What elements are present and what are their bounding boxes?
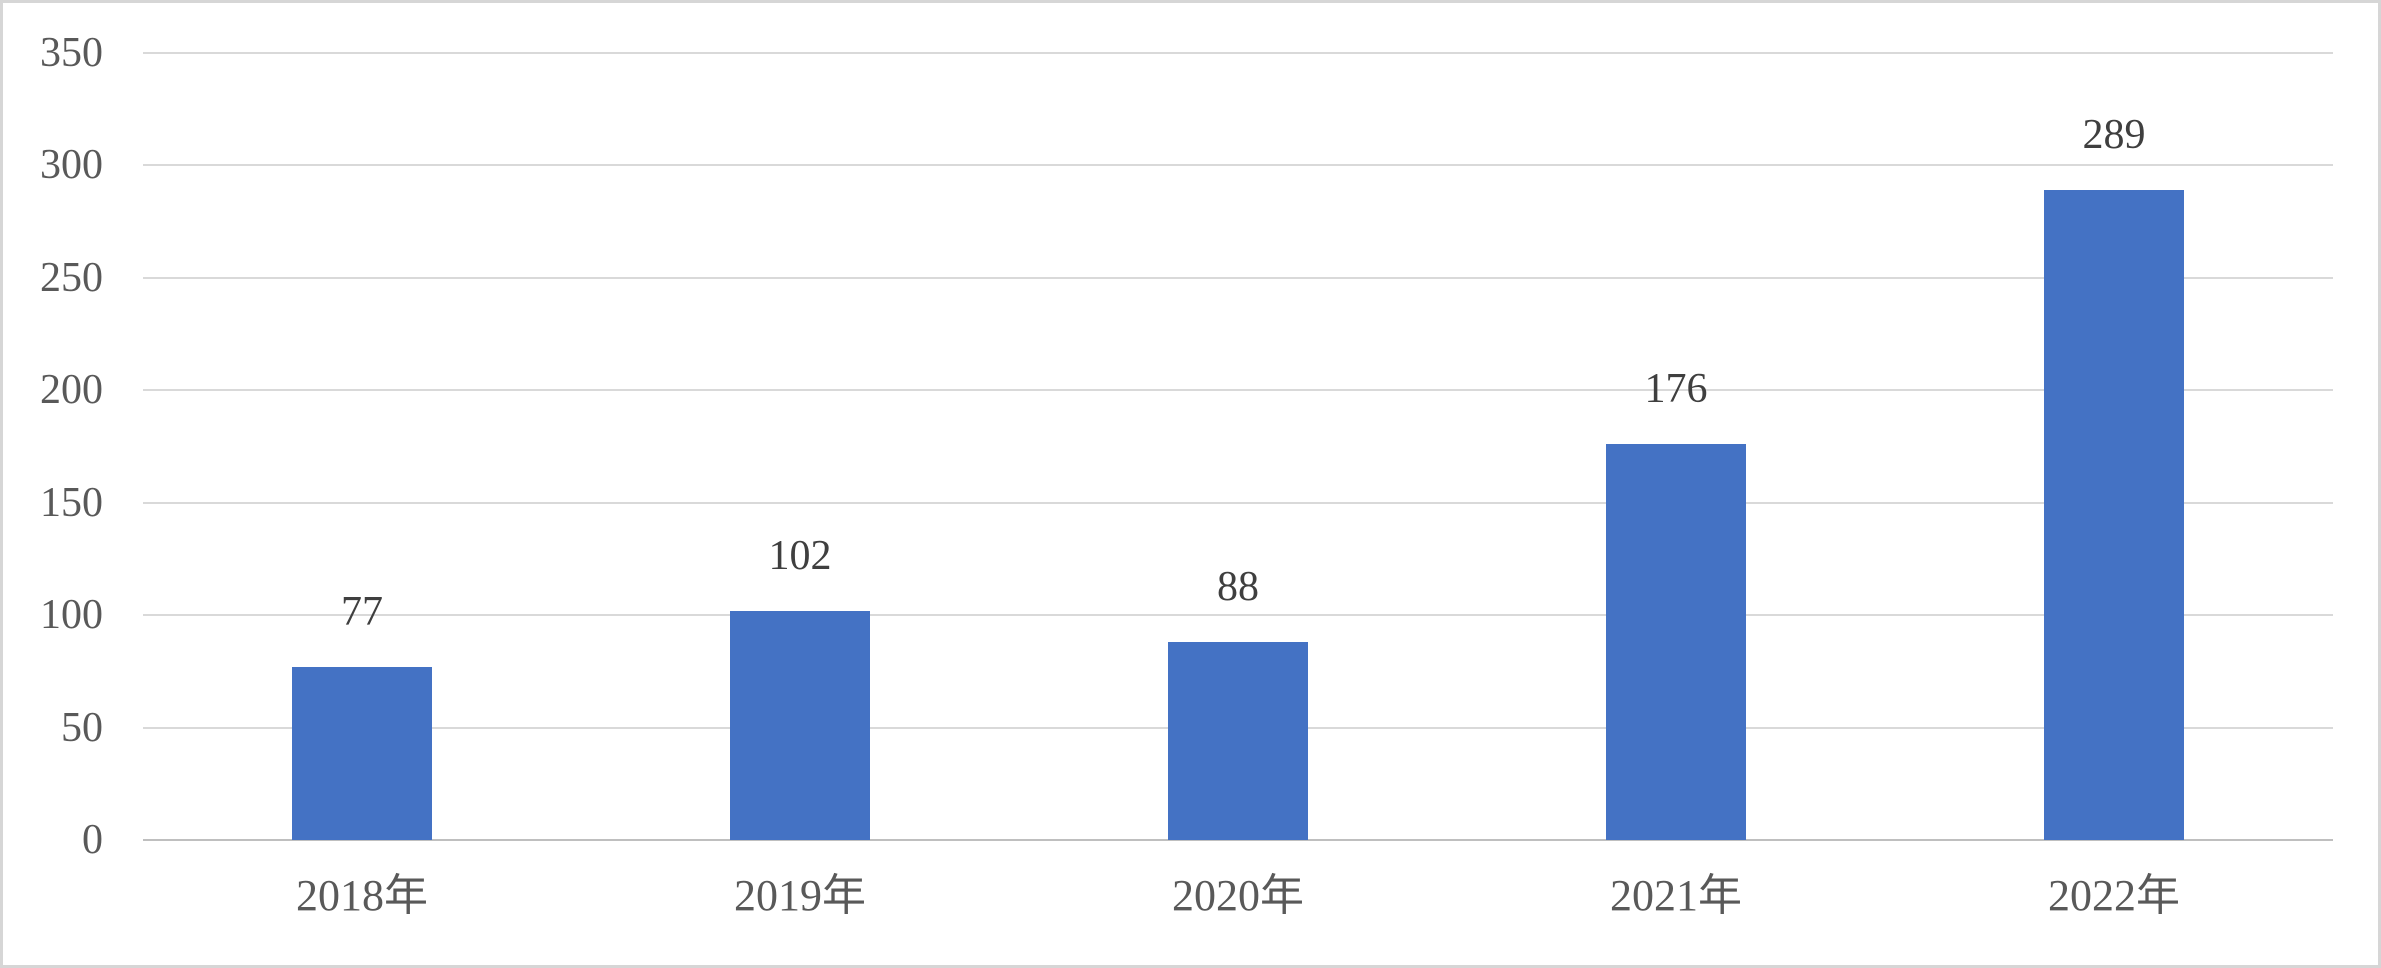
- gridline: [143, 164, 2333, 167]
- x-tick-label: 2021年: [1610, 871, 1742, 920]
- y-tick-label: 100: [40, 592, 103, 639]
- y-tick-label: 150: [40, 479, 103, 526]
- bar: [730, 610, 870, 840]
- bar: [1168, 642, 1308, 840]
- gridline: [143, 389, 2333, 392]
- bar-value-label: 176: [1644, 366, 1708, 413]
- x-tick-label: 2019年: [734, 871, 866, 920]
- y-tick-label: 0: [82, 817, 103, 863]
- bar: [292, 666, 432, 840]
- bar: [1606, 444, 1746, 840]
- bar-value-label: 88: [1217, 564, 1259, 611]
- y-tick-label: 200: [40, 367, 103, 414]
- bar-value-label: 77: [341, 588, 383, 635]
- x-tick-label: 2018年: [296, 871, 428, 920]
- bar-value-label: 102: [768, 532, 832, 579]
- y-tick-label: 50: [61, 704, 103, 751]
- gridline: [143, 501, 2333, 504]
- y-tick-label: 300: [40, 142, 103, 189]
- bar-value-label: 289: [2082, 112, 2146, 159]
- gridline: [143, 52, 2333, 54]
- gridline: [143, 276, 2333, 279]
- x-tick-label: 2022年: [2048, 871, 2180, 920]
- bar: [2044, 190, 2184, 840]
- y-tick-label: 350: [40, 30, 103, 76]
- y-tick-label: 250: [40, 254, 103, 301]
- x-tick-label: 2020年: [1172, 871, 1304, 920]
